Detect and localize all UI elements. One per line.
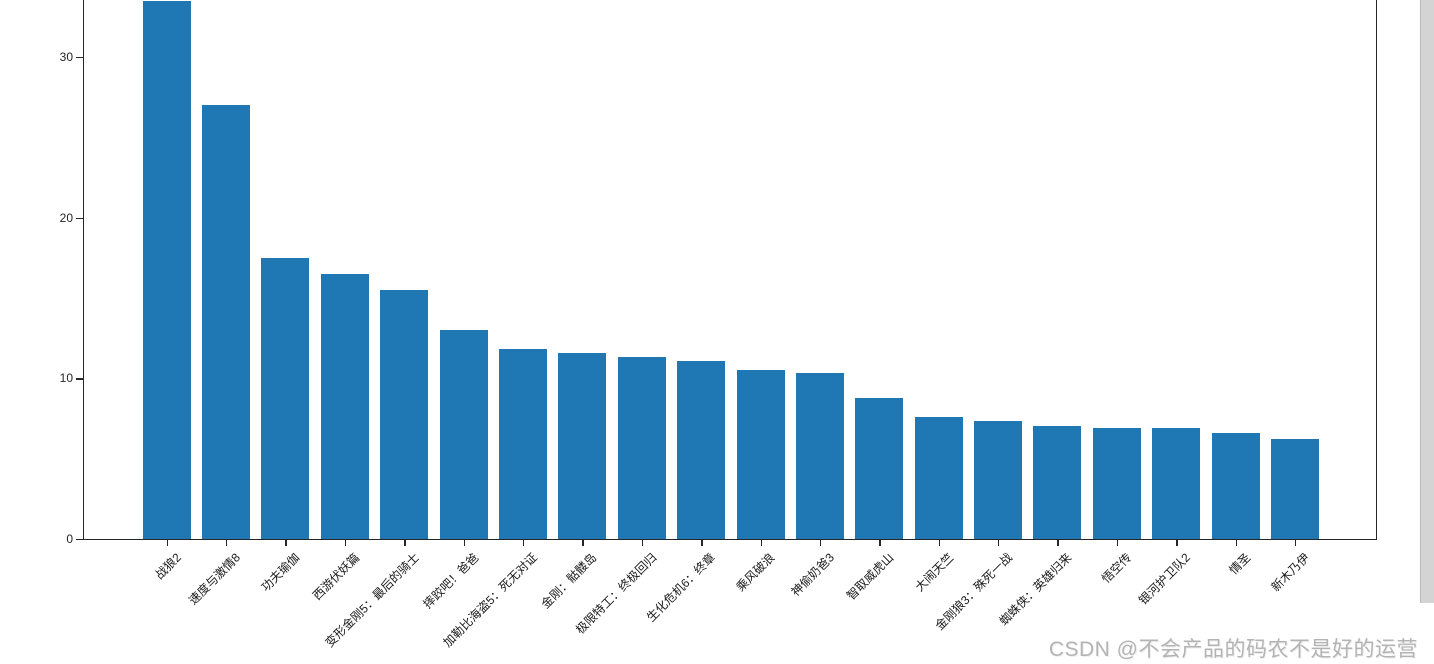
x-tick-mark <box>998 540 1000 546</box>
bar <box>795 373 844 539</box>
x-tick-label: 神偷奶爸3 <box>788 550 838 599</box>
vertical-scrollbar[interactable] <box>1420 0 1434 603</box>
x-tick-mark <box>819 540 822 546</box>
x-tick-mark <box>1176 540 1178 546</box>
x-tick-mark <box>1057 540 1059 546</box>
x-tick-mark <box>701 540 703 546</box>
x-tick-label: 摔跤吧！爸爸 <box>420 550 481 612</box>
bar <box>558 352 607 539</box>
x-tick-mark <box>938 540 941 546</box>
bar <box>261 257 310 539</box>
y-axis-spine <box>83 0 84 540</box>
x-tick-mark <box>1235 540 1237 546</box>
y-tick-label: 20 <box>59 210 73 225</box>
x-tick-mark <box>879 540 881 546</box>
y-tick-mark <box>76 539 83 541</box>
x-tick-label: 速度与激情8 <box>186 550 244 608</box>
y-tick-label: 0 <box>66 532 73 546</box>
x-tick-mark <box>760 540 762 546</box>
x-tick-mark <box>463 540 465 546</box>
y-tick-mark <box>76 56 83 59</box>
bar <box>1092 428 1141 539</box>
x-tick-label: 智取威虎山 <box>844 550 897 603</box>
x-tick-mark <box>344 540 347 546</box>
x-tick-label: 大闹天竺 <box>912 550 956 595</box>
x-tick-label: 情圣 <box>1225 550 1253 578</box>
bar <box>855 397 904 539</box>
bar <box>1033 425 1082 539</box>
bar <box>1211 432 1260 539</box>
bar <box>736 370 785 539</box>
right-spine <box>1376 0 1377 540</box>
bar <box>974 420 1023 539</box>
x-tick-label: 功夫瑜伽 <box>258 550 303 595</box>
x-tick-label: 银河护卫队2 <box>1136 550 1194 608</box>
x-tick-mark <box>1116 540 1119 546</box>
x-tick-label: 乘风破浪 <box>733 550 778 595</box>
bar <box>1152 428 1201 539</box>
x-tick-label: 新木乃伊 <box>1268 550 1313 595</box>
x-tick-label: 战狼2 <box>152 550 185 583</box>
x-tick-mark <box>582 540 584 546</box>
y-tick-label: 30 <box>59 49 73 64</box>
x-tick-mark <box>166 540 169 546</box>
y-tick-mark <box>76 217 83 219</box>
y-tick-mark <box>76 378 83 380</box>
x-tick-mark <box>404 540 406 546</box>
x-tick-mark <box>522 540 525 546</box>
x-tick-mark <box>1294 540 1297 546</box>
x-tick-label: 金刚：骷髅岛 <box>538 550 600 612</box>
bar <box>439 330 488 539</box>
x-tick-label: 西游伏妖篇 <box>309 550 363 603</box>
bar <box>202 105 251 539</box>
bar <box>320 273 369 539</box>
bar <box>914 416 963 539</box>
bar <box>142 0 191 539</box>
bar <box>677 360 726 539</box>
x-tick-mark <box>226 540 228 546</box>
watermark-text: CSDN @不会产品的码农不是好的运营 <box>1048 638 1418 661</box>
bar <box>498 349 547 539</box>
bar <box>1270 438 1319 539</box>
x-axis-spine <box>83 539 1377 541</box>
bar <box>380 289 429 539</box>
x-tick-mark <box>285 540 287 546</box>
bar <box>617 357 666 539</box>
y-tick-label: 10 <box>59 371 73 386</box>
x-tick-mark <box>641 540 644 546</box>
x-tick-label: 悟空传 <box>1098 550 1135 586</box>
